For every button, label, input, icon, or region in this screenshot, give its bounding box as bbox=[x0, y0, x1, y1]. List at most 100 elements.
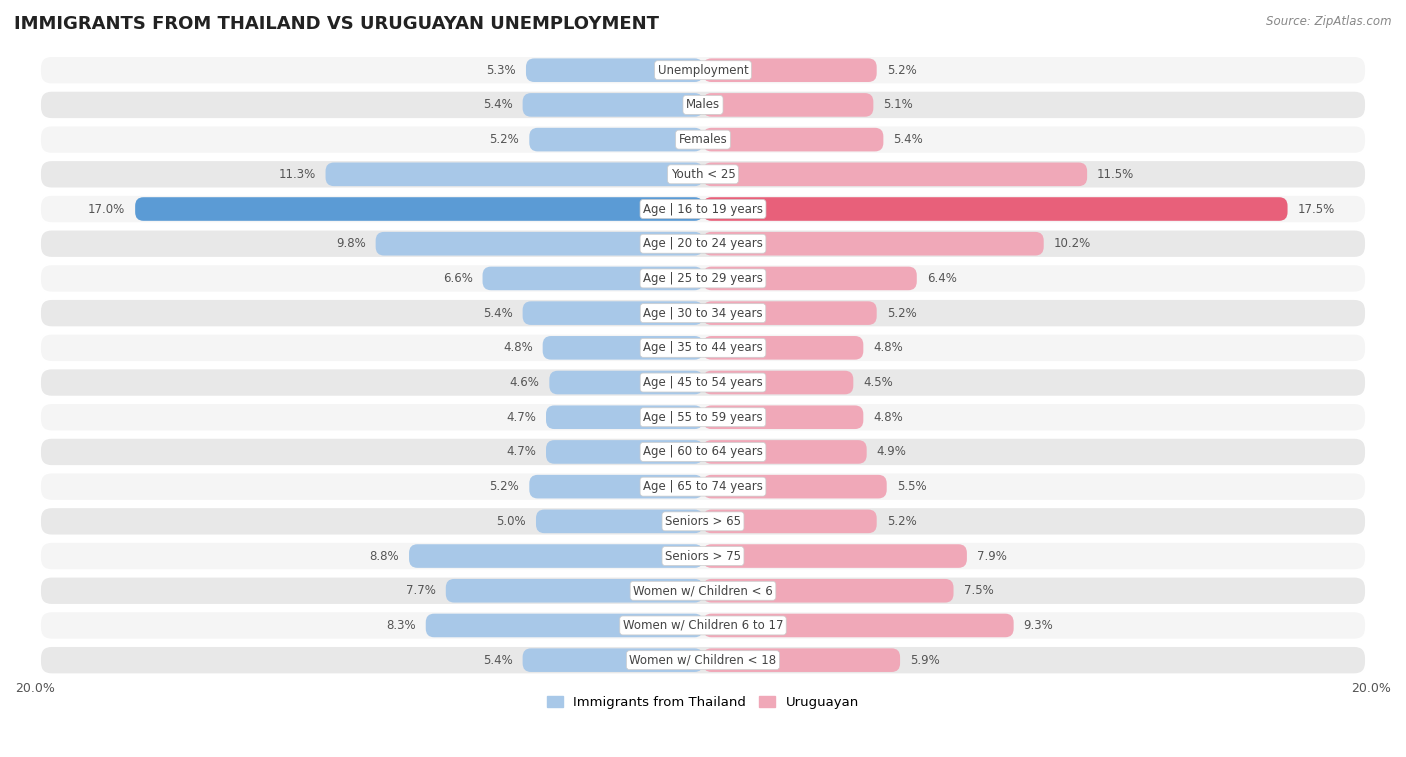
Text: 5.2%: 5.2% bbox=[887, 515, 917, 528]
Text: Age | 30 to 34 years: Age | 30 to 34 years bbox=[643, 307, 763, 319]
FancyBboxPatch shape bbox=[703, 163, 1087, 186]
FancyBboxPatch shape bbox=[546, 440, 703, 464]
FancyBboxPatch shape bbox=[39, 577, 1367, 605]
FancyBboxPatch shape bbox=[703, 301, 877, 325]
FancyBboxPatch shape bbox=[703, 266, 917, 290]
FancyBboxPatch shape bbox=[526, 58, 703, 82]
FancyBboxPatch shape bbox=[39, 472, 1367, 501]
FancyBboxPatch shape bbox=[326, 163, 703, 186]
Text: 6.6%: 6.6% bbox=[443, 272, 472, 285]
Text: Youth < 25: Youth < 25 bbox=[671, 168, 735, 181]
Text: Unemployment: Unemployment bbox=[658, 64, 748, 76]
FancyBboxPatch shape bbox=[39, 264, 1367, 293]
FancyBboxPatch shape bbox=[39, 438, 1367, 466]
FancyBboxPatch shape bbox=[529, 475, 703, 498]
Text: 17.0%: 17.0% bbox=[89, 203, 125, 216]
Text: 4.7%: 4.7% bbox=[506, 411, 536, 424]
Text: 11.5%: 11.5% bbox=[1097, 168, 1135, 181]
Text: Age | 65 to 74 years: Age | 65 to 74 years bbox=[643, 480, 763, 493]
Text: Age | 60 to 64 years: Age | 60 to 64 years bbox=[643, 445, 763, 459]
Text: Age | 20 to 24 years: Age | 20 to 24 years bbox=[643, 237, 763, 251]
Legend: Immigrants from Thailand, Uruguayan: Immigrants from Thailand, Uruguayan bbox=[541, 691, 865, 715]
FancyBboxPatch shape bbox=[39, 91, 1367, 119]
Text: Seniors > 75: Seniors > 75 bbox=[665, 550, 741, 562]
FancyBboxPatch shape bbox=[39, 56, 1367, 85]
FancyBboxPatch shape bbox=[703, 128, 883, 151]
Text: 4.8%: 4.8% bbox=[503, 341, 533, 354]
FancyBboxPatch shape bbox=[703, 509, 877, 533]
Text: Age | 45 to 54 years: Age | 45 to 54 years bbox=[643, 376, 763, 389]
FancyBboxPatch shape bbox=[703, 406, 863, 429]
Text: 6.4%: 6.4% bbox=[927, 272, 956, 285]
FancyBboxPatch shape bbox=[426, 614, 703, 637]
Text: 5.2%: 5.2% bbox=[489, 133, 519, 146]
FancyBboxPatch shape bbox=[529, 128, 703, 151]
Text: 8.3%: 8.3% bbox=[387, 619, 416, 632]
Text: 5.2%: 5.2% bbox=[887, 64, 917, 76]
Text: Women w/ Children 6 to 17: Women w/ Children 6 to 17 bbox=[623, 619, 783, 632]
Text: 4.9%: 4.9% bbox=[877, 445, 907, 459]
FancyBboxPatch shape bbox=[703, 58, 877, 82]
Text: Age | 35 to 44 years: Age | 35 to 44 years bbox=[643, 341, 763, 354]
FancyBboxPatch shape bbox=[703, 336, 863, 360]
Text: 7.7%: 7.7% bbox=[406, 584, 436, 597]
FancyBboxPatch shape bbox=[39, 334, 1367, 362]
FancyBboxPatch shape bbox=[39, 507, 1367, 535]
Text: 4.8%: 4.8% bbox=[873, 411, 903, 424]
Text: 17.5%: 17.5% bbox=[1298, 203, 1334, 216]
Text: 5.5%: 5.5% bbox=[897, 480, 927, 493]
FancyBboxPatch shape bbox=[703, 579, 953, 603]
Text: 5.9%: 5.9% bbox=[910, 653, 939, 667]
Text: 11.3%: 11.3% bbox=[278, 168, 315, 181]
FancyBboxPatch shape bbox=[703, 544, 967, 568]
FancyBboxPatch shape bbox=[39, 126, 1367, 154]
Text: 7.9%: 7.9% bbox=[977, 550, 1007, 562]
Text: Women w/ Children < 18: Women w/ Children < 18 bbox=[630, 653, 776, 667]
FancyBboxPatch shape bbox=[446, 579, 703, 603]
FancyBboxPatch shape bbox=[523, 301, 703, 325]
FancyBboxPatch shape bbox=[703, 198, 1288, 221]
Text: 5.4%: 5.4% bbox=[482, 307, 513, 319]
Text: Women w/ Children < 6: Women w/ Children < 6 bbox=[633, 584, 773, 597]
Text: 5.4%: 5.4% bbox=[893, 133, 924, 146]
Text: 4.6%: 4.6% bbox=[509, 376, 540, 389]
Text: 8.8%: 8.8% bbox=[370, 550, 399, 562]
Text: Source: ZipAtlas.com: Source: ZipAtlas.com bbox=[1267, 15, 1392, 28]
FancyBboxPatch shape bbox=[39, 299, 1367, 327]
FancyBboxPatch shape bbox=[39, 611, 1367, 640]
Text: Males: Males bbox=[686, 98, 720, 111]
Text: 9.8%: 9.8% bbox=[336, 237, 366, 251]
FancyBboxPatch shape bbox=[703, 93, 873, 117]
Text: 10.2%: 10.2% bbox=[1053, 237, 1091, 251]
Text: Age | 16 to 19 years: Age | 16 to 19 years bbox=[643, 203, 763, 216]
FancyBboxPatch shape bbox=[703, 648, 900, 672]
FancyBboxPatch shape bbox=[543, 336, 703, 360]
FancyBboxPatch shape bbox=[523, 93, 703, 117]
Text: Age | 55 to 59 years: Age | 55 to 59 years bbox=[643, 411, 763, 424]
Text: 4.5%: 4.5% bbox=[863, 376, 893, 389]
Text: 7.5%: 7.5% bbox=[963, 584, 993, 597]
FancyBboxPatch shape bbox=[482, 266, 703, 290]
Text: 5.3%: 5.3% bbox=[486, 64, 516, 76]
FancyBboxPatch shape bbox=[39, 195, 1367, 223]
Text: 9.3%: 9.3% bbox=[1024, 619, 1053, 632]
Text: 5.4%: 5.4% bbox=[482, 98, 513, 111]
Text: 4.8%: 4.8% bbox=[873, 341, 903, 354]
FancyBboxPatch shape bbox=[703, 232, 1043, 256]
FancyBboxPatch shape bbox=[39, 646, 1367, 674]
FancyBboxPatch shape bbox=[703, 371, 853, 394]
FancyBboxPatch shape bbox=[546, 406, 703, 429]
FancyBboxPatch shape bbox=[39, 542, 1367, 570]
Text: 4.7%: 4.7% bbox=[506, 445, 536, 459]
Text: Age | 25 to 29 years: Age | 25 to 29 years bbox=[643, 272, 763, 285]
FancyBboxPatch shape bbox=[703, 440, 866, 464]
FancyBboxPatch shape bbox=[409, 544, 703, 568]
FancyBboxPatch shape bbox=[39, 403, 1367, 431]
FancyBboxPatch shape bbox=[39, 369, 1367, 397]
Text: 5.2%: 5.2% bbox=[489, 480, 519, 493]
Text: 5.2%: 5.2% bbox=[887, 307, 917, 319]
FancyBboxPatch shape bbox=[703, 475, 887, 498]
Text: 5.0%: 5.0% bbox=[496, 515, 526, 528]
Text: 5.4%: 5.4% bbox=[482, 653, 513, 667]
FancyBboxPatch shape bbox=[536, 509, 703, 533]
